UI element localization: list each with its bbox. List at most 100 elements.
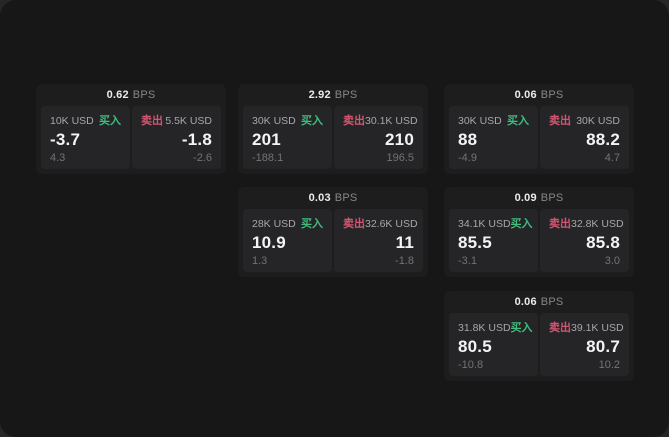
sell-sub-value: 196.5: [386, 152, 414, 164]
panel-top-row: 28K USD 买入: [252, 215, 323, 231]
sell-sub-value: 3.0: [604, 255, 620, 267]
buy-amount: 30K USD: [252, 115, 296, 127]
bps-value: 0.62: [106, 89, 129, 101]
bps-value: 0.09: [514, 192, 537, 204]
sell-amount: 32.6K USD: [365, 218, 418, 230]
quote-card: 2.92 BPS 30K USD 买入 201 -188.1 卖出 30.1K …: [238, 84, 428, 174]
sell-price: 88.2: [586, 130, 620, 150]
bps-unit: BPS: [132, 89, 156, 101]
sell-price: 11: [395, 233, 414, 253]
sell-amount: 30.1K USD: [365, 115, 418, 127]
card-header: 0.62 BPS: [36, 84, 226, 106]
buy-tag: 买入: [510, 218, 533, 230]
bps-unit: BPS: [540, 296, 564, 308]
quote-card: 0.03 BPS 28K USD 买入 10.9 1.3 卖出 32.6K US…: [238, 187, 428, 277]
quote-panels: 10K USD 买入 -3.7 4.3 卖出 5.5K USD -1.8 -2.…: [41, 106, 221, 169]
buy-sub-value: -188.1: [252, 152, 284, 164]
panel-top-row: 卖出 32.8K USD: [549, 215, 624, 231]
sell-price: 210: [385, 130, 414, 150]
buy-price: 80.5: [458, 337, 492, 357]
sell-quote-panel[interactable]: 卖出 32.8K USD 85.8 3.0: [540, 209, 629, 272]
buy-quote-panel[interactable]: 34.1K USD 买入 85.5 -3.1: [449, 209, 538, 272]
bps-value: 0.06: [514, 296, 537, 308]
buy-price: -3.7: [50, 130, 81, 150]
quote-panels: 28K USD 买入 10.9 1.3 卖出 32.6K USD 11 -1.8: [243, 209, 423, 272]
buy-tag: 买入: [507, 115, 529, 127]
sell-quote-panel[interactable]: 卖出 39.1K USD 80.7 10.2: [540, 313, 629, 376]
sell-amount: 30K USD: [576, 115, 620, 127]
bps-value: 0.03: [308, 192, 331, 204]
card-header: 0.03 BPS: [238, 187, 428, 209]
sell-sub-value: 10.2: [598, 359, 620, 371]
buy-tag: 买入: [99, 115, 121, 127]
panel-top-row: 34.1K USD 买入: [458, 215, 533, 231]
buy-amount: 10K USD: [50, 115, 94, 127]
sell-price: -1.8: [181, 130, 212, 150]
card-header: 2.92 BPS: [238, 84, 428, 106]
quote-panels: 30K USD 买入 88 -4.9 卖出 30K USD 88.2 4.7: [449, 106, 629, 169]
bps-value: 2.92: [308, 89, 331, 101]
panel-top-row: 10K USD 买入: [50, 112, 121, 128]
buy-sub-value: -3.1: [458, 255, 477, 267]
sell-amount: 5.5K USD: [165, 115, 212, 127]
sell-quote-panel[interactable]: 卖出 30.1K USD 210 196.5: [334, 106, 423, 169]
sell-sub-value: 4.7: [604, 152, 620, 164]
panel-top-row: 31.8K USD 买入: [458, 319, 533, 335]
sell-amount: 32.8K USD: [571, 218, 624, 230]
panel-top-row: 30K USD 买入: [252, 112, 323, 128]
buy-price: 88: [458, 130, 478, 150]
buy-quote-panel[interactable]: 28K USD 买入 10.9 1.3: [243, 209, 332, 272]
buy-sub-value: -4.9: [458, 152, 477, 164]
sell-quote-panel[interactable]: 卖出 5.5K USD -1.8 -2.6: [132, 106, 221, 169]
panel-top-row: 卖出 5.5K USD: [141, 112, 212, 128]
quote-panels: 34.1K USD 买入 85.5 -3.1 卖出 32.8K USD 85.8…: [449, 209, 629, 272]
sell-quote-panel[interactable]: 卖出 30K USD 88.2 4.7: [540, 106, 629, 169]
buy-price: 201: [252, 130, 281, 150]
buy-amount: 30K USD: [458, 115, 502, 127]
buy-tag: 买入: [510, 322, 533, 334]
quote-panels: 30K USD 买入 201 -188.1 卖出 30.1K USD 210 1…: [243, 106, 423, 169]
panel-top-row: 卖出 32.6K USD: [343, 215, 418, 231]
buy-price: 10.9: [252, 233, 286, 253]
buy-sub-value: -10.8: [458, 359, 484, 371]
sell-tag: 卖出: [549, 218, 571, 230]
buy-amount: 28K USD: [252, 218, 296, 230]
buy-quote-panel[interactable]: 30K USD 买入 88 -4.9: [449, 106, 538, 169]
buy-quote-panel[interactable]: 31.8K USD 买入 80.5 -10.8: [449, 313, 538, 376]
sell-price: 80.7: [586, 337, 620, 357]
card-header: 0.06 BPS: [444, 291, 634, 313]
quote-card: 0.06 BPS 31.8K USD 买入 80.5 -10.8 卖出 39.1…: [444, 291, 634, 381]
sell-quote-panel[interactable]: 卖出 32.6K USD 11 -1.8: [334, 209, 423, 272]
quote-card: 0.06 BPS 30K USD 买入 88 -4.9 卖出 30K USD 8…: [444, 84, 634, 174]
bps-value: 0.06: [514, 89, 537, 101]
bps-unit: BPS: [540, 192, 564, 204]
sell-tag: 卖出: [343, 218, 365, 230]
bps-unit: BPS: [334, 89, 358, 101]
buy-sub-value: 4.3: [50, 152, 66, 164]
sell-tag: 卖出: [549, 322, 571, 334]
buy-sub-value: 1.3: [252, 255, 268, 267]
buy-tag: 买入: [301, 218, 323, 230]
panel-top-row: 30K USD 买入: [458, 112, 529, 128]
sell-tag: 卖出: [141, 115, 163, 127]
buy-tag: 买入: [301, 115, 323, 127]
sell-sub-value: -1.8: [395, 255, 414, 267]
quote-card: 0.09 BPS 34.1K USD 买入 85.5 -3.1 卖出 32.8K…: [444, 187, 634, 277]
buy-price: 85.5: [458, 233, 492, 253]
panel-top-row: 卖出 30K USD: [549, 112, 620, 128]
quote-card: 0.62 BPS 10K USD 买入 -3.7 4.3 卖出 5.5K USD…: [36, 84, 226, 174]
panel-top-row: 卖出 39.1K USD: [549, 319, 624, 335]
sell-tag: 卖出: [549, 115, 571, 127]
buy-quote-panel[interactable]: 10K USD 买入 -3.7 4.3: [41, 106, 130, 169]
card-header: 0.06 BPS: [444, 84, 634, 106]
bps-unit: BPS: [540, 89, 564, 101]
buy-amount: 31.8K USD: [458, 322, 511, 334]
buy-amount: 34.1K USD: [458, 218, 511, 230]
sell-sub-value: -2.6: [193, 152, 212, 164]
panel-top-row: 卖出 30.1K USD: [343, 112, 418, 128]
sell-price: 85.8: [586, 233, 620, 253]
sell-tag: 卖出: [343, 115, 365, 127]
card-header: 0.09 BPS: [444, 187, 634, 209]
buy-quote-panel[interactable]: 30K USD 买入 201 -188.1: [243, 106, 332, 169]
